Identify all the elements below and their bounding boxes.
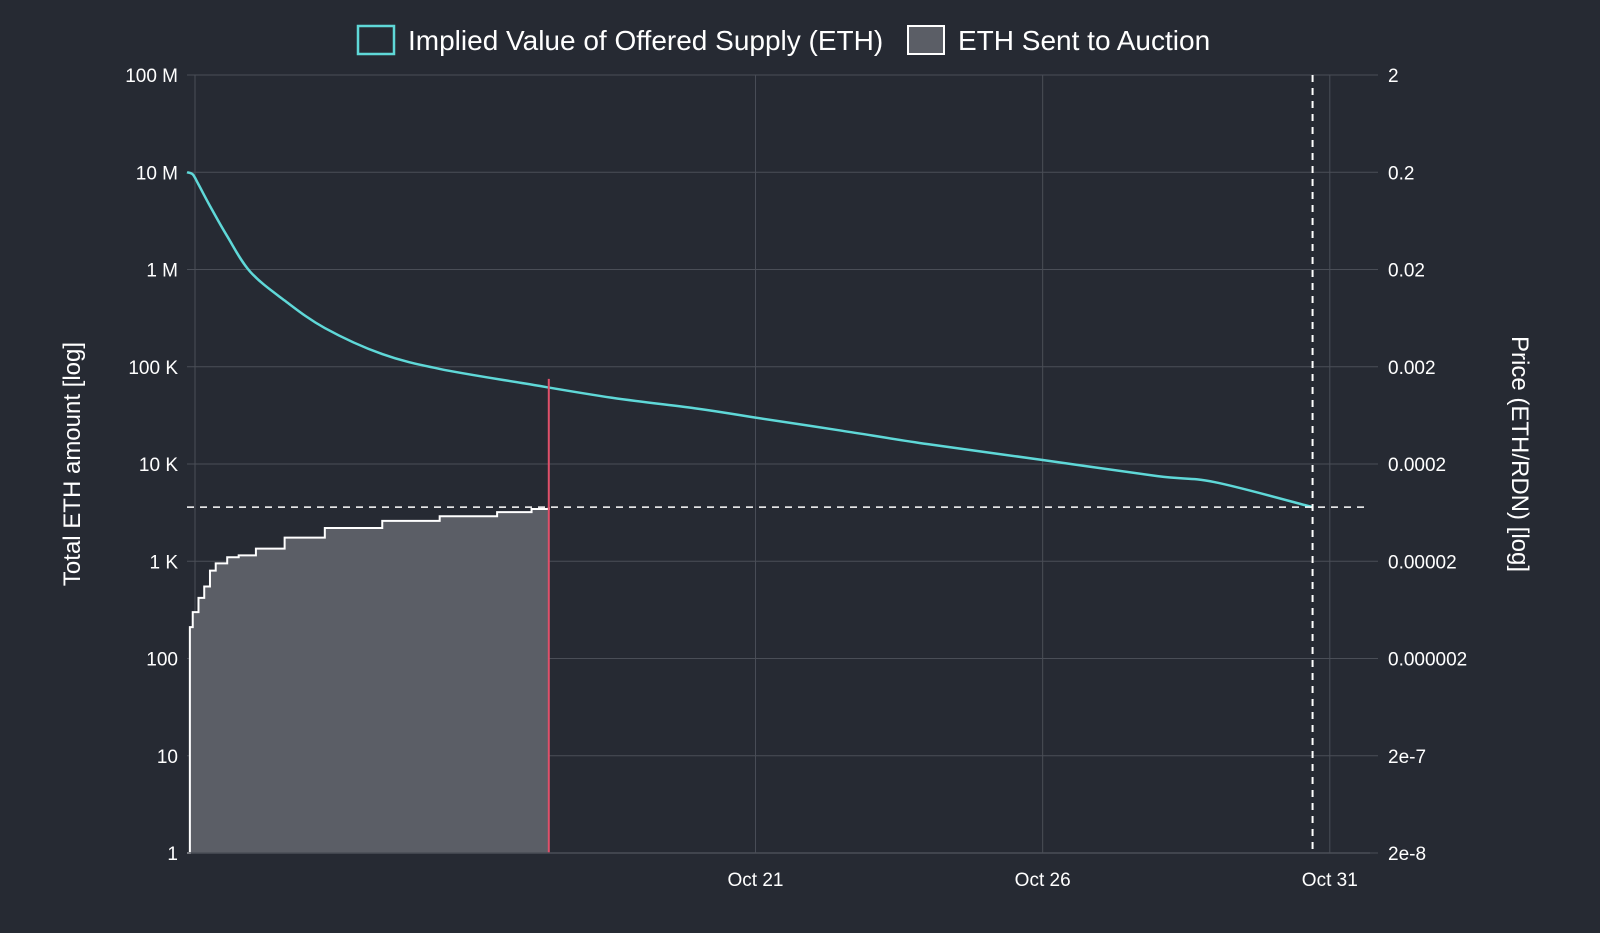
y-left-tick-label: 1 M xyxy=(146,261,178,282)
supply-curve-line xyxy=(186,171,1313,509)
y-right-axis-title: Price (ETH/RDN) [log] xyxy=(1506,336,1533,572)
y-left-tick-label: 10 xyxy=(157,747,178,768)
y-left-tick-label: 1 K xyxy=(149,552,178,573)
y-left-tick-label: 1 xyxy=(167,844,178,865)
y-right-tick-label: 0.2 xyxy=(1388,163,1414,184)
x-tick-label: Oct 21 xyxy=(728,870,784,891)
y-left-tick-label: 10 M xyxy=(136,163,178,184)
y-right-tick-label: 2 xyxy=(1388,66,1399,87)
y-right-tick-label: 0.00002 xyxy=(1388,552,1457,573)
x-tick-label: Oct 26 xyxy=(1015,870,1071,891)
y-left-axis-title: Total ETH amount [log] xyxy=(59,342,86,586)
y-right-tick-label: 0.02 xyxy=(1388,261,1425,282)
y-left-tick-label: 10 K xyxy=(139,455,178,476)
y-left-tick-label: 100 xyxy=(146,650,178,671)
y-right-tick-label: 0.000002 xyxy=(1388,650,1467,671)
annotation-layer xyxy=(187,75,1370,853)
legend: Implied Value of Offered Supply (ETH) ETH… xyxy=(356,24,1210,56)
series-layer xyxy=(186,171,1313,854)
y-right-tick-label: 0.002 xyxy=(1388,358,1436,379)
y-right-tick-label: 2e-8 xyxy=(1388,844,1426,865)
auction-area xyxy=(187,507,549,853)
legend-label-auction: ETH Sent to Auction xyxy=(958,25,1210,56)
y-right-tick-label: 2e-7 xyxy=(1388,747,1426,768)
y-left-tick-label: 100 M xyxy=(125,66,178,87)
x-tick-label: Oct 31 xyxy=(1302,870,1358,891)
y-right-tick-label: 0.0002 xyxy=(1388,455,1446,476)
legend-swatch-auction xyxy=(907,25,945,55)
auction-line xyxy=(187,507,550,854)
legend-label-supply: Implied Value of Offered Supply (ETH) xyxy=(408,25,883,56)
y-left-tick-label: 100 K xyxy=(128,358,178,379)
axes-layer: 1 2e-8 10 2e-7 100 0.000002 1 K 0.00002 10 K 0.00… xyxy=(59,66,1533,891)
legend-swatch-supply xyxy=(356,24,396,56)
